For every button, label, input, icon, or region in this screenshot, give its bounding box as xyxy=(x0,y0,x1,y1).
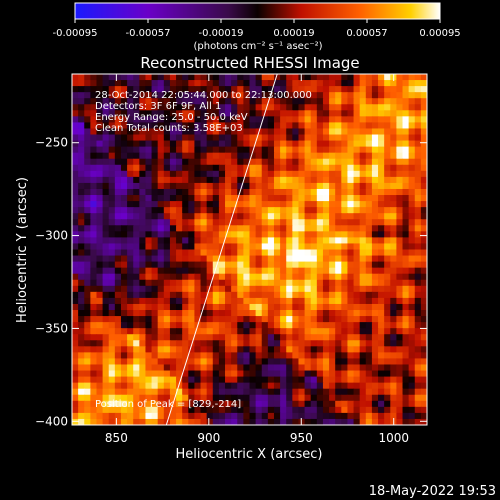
colorbar-gradient xyxy=(74,2,441,20)
colorbar-tick-label: -0.00057 xyxy=(126,28,171,39)
heatmap-image xyxy=(72,74,427,425)
colorbar-tick-label: -0.00019 xyxy=(199,28,244,39)
annotation-time-range: 28-Oct-2014 22:05:44.000 to 22:13:00.000 xyxy=(95,90,312,101)
footer-timestamp: 18-May-2022 19:53 xyxy=(369,484,496,499)
y-tick-label: −300 xyxy=(35,229,68,243)
x-tick-label: 1000 xyxy=(378,431,409,445)
y-tick-label: −350 xyxy=(35,321,68,335)
x-axis-label: Heliocentric X (arcsec) xyxy=(176,447,323,462)
colorbar: -0.00095 -0.00057 -0.00019 0.00019 0.00057 0.… xyxy=(53,2,461,52)
annotation-detectors: Detectors: 3F 6F 9F, All 1 xyxy=(95,101,221,112)
solar-limb-line xyxy=(165,74,278,425)
peak-position-label: Position of Peak = [829,-214] xyxy=(95,399,241,410)
chart-title: Reconstructed RHESSI Image xyxy=(140,54,359,72)
axis-ticks: 850 900 950 1000 −250 −300 −350 −400 xyxy=(35,74,427,445)
y-tick-label: −400 xyxy=(35,414,68,428)
y-axis-label: Heliocentric Y (arcsec) xyxy=(15,177,30,323)
x-tick-label: 850 xyxy=(105,431,128,445)
plot-area: 850 900 950 1000 −250 −300 −350 −400 28-Oct-201… xyxy=(35,73,428,445)
annotation-total-counts: Clean Total counts: 3.58E+03 xyxy=(95,123,243,134)
colorbar-tick-label: 0.00095 xyxy=(419,28,460,39)
colorbar-tick-label: -0.00095 xyxy=(53,28,98,39)
annotation-block: 28-Oct-2014 22:05:44.000 to 22:13:00.000… xyxy=(95,90,312,134)
colorbar-unit-label: (photons cm⁻² s⁻¹ asec⁻²) xyxy=(193,41,322,52)
colorbar-ticks: -0.00095 -0.00057 -0.00019 0.00019 0.00057 0.… xyxy=(53,19,461,39)
colorbar-tick-label: 0.00057 xyxy=(346,28,387,39)
plot-frame xyxy=(71,73,428,426)
y-tick-label: −250 xyxy=(35,136,68,150)
x-tick-label: 900 xyxy=(197,431,220,445)
annotation-energy-range: Energy Range: 25.0 - 50.0 keV xyxy=(95,112,248,123)
colorbar-tick-label: 0.00019 xyxy=(273,28,314,39)
x-tick-label: 950 xyxy=(290,431,313,445)
